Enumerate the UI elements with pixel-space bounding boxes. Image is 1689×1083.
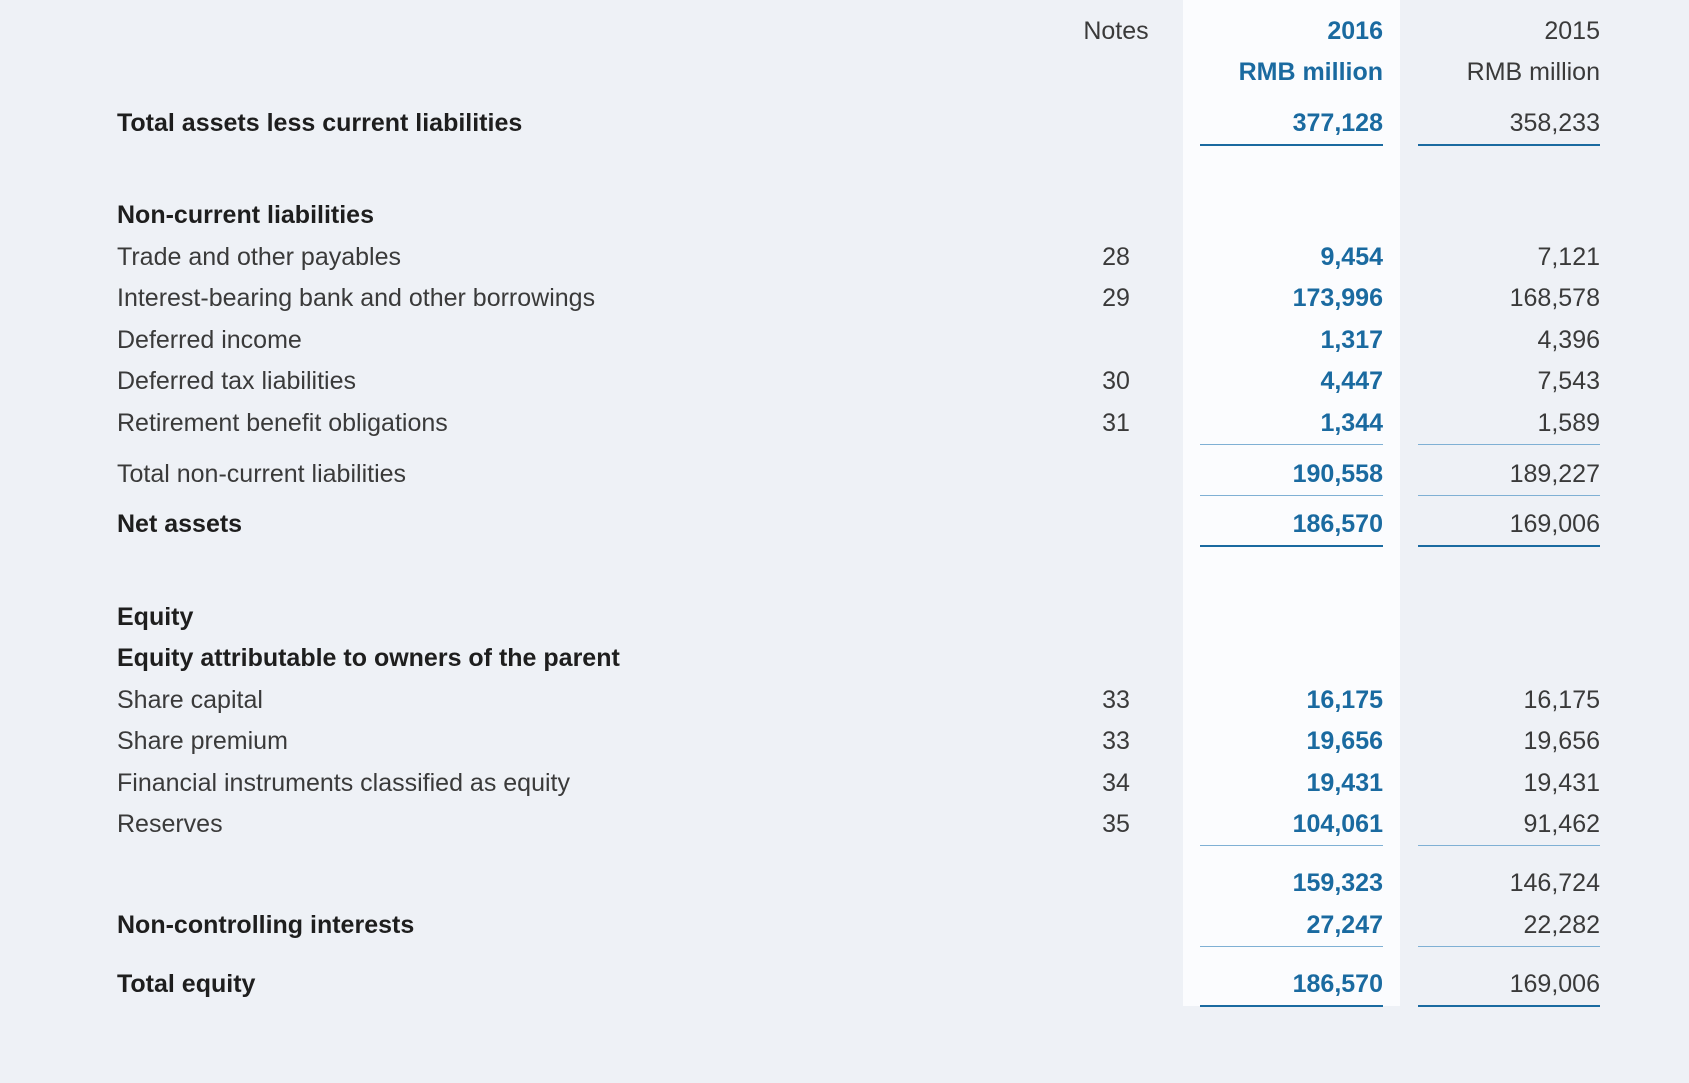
value-prior: 146,724	[1509, 869, 1600, 897]
note-ref: 35	[1102, 810, 1130, 838]
rule	[1418, 946, 1600, 947]
note-ref: 34	[1102, 769, 1130, 797]
value-current: 19,656	[1306, 727, 1383, 755]
row-label: Total non-current liabilities	[117, 460, 407, 488]
value-current: 159,323	[1292, 869, 1383, 897]
year-prior: 2015	[1544, 17, 1600, 45]
value-prior: 168,578	[1509, 284, 1600, 312]
value-current: 9,454	[1320, 243, 1383, 271]
value-current: 186,570	[1292, 970, 1383, 998]
value-current: 186,570	[1292, 510, 1383, 538]
row-label: Reserves	[117, 810, 223, 838]
note-ref: 33	[1102, 727, 1130, 755]
value-prior: 22,282	[1523, 911, 1600, 939]
row-label: Non-current liabilities	[117, 201, 374, 229]
row-label: Equity attributable to owners of the par…	[117, 644, 620, 672]
rule	[1200, 545, 1383, 547]
rule	[1200, 495, 1383, 496]
value-prior: 19,431	[1523, 769, 1600, 797]
row-label: Equity	[117, 603, 194, 631]
value-current: 190,558	[1292, 460, 1383, 488]
value-prior: 189,227	[1509, 460, 1600, 488]
value-prior: 1,589	[1537, 409, 1600, 437]
notes-header: Notes	[1083, 17, 1149, 45]
value-current: 27,247	[1306, 911, 1383, 939]
row-label: Financial instruments classified as equi…	[117, 769, 570, 797]
rule	[1418, 1005, 1600, 1007]
rule	[1200, 845, 1383, 846]
rule	[1418, 845, 1600, 846]
row-label: Deferred income	[117, 326, 302, 354]
row-label: Non-controlling interests	[117, 911, 415, 939]
rule	[1418, 444, 1600, 445]
unit-current: RMB million	[1238, 58, 1383, 86]
row-label: Total equity	[117, 970, 256, 998]
value-prior: 7,121	[1537, 243, 1600, 271]
value-prior: 358,233	[1509, 109, 1600, 137]
note-ref: 33	[1102, 686, 1130, 714]
rule	[1200, 444, 1383, 445]
value-current: 16,175	[1306, 686, 1383, 714]
value-prior: 169,006	[1509, 510, 1600, 538]
value-current: 19,431	[1306, 769, 1383, 797]
value-prior: 7,543	[1537, 367, 1600, 395]
value-current: 377,128	[1292, 109, 1383, 137]
rule	[1418, 144, 1600, 146]
note-ref: 29	[1102, 284, 1130, 312]
rule	[1200, 144, 1383, 146]
note-ref: 30	[1102, 367, 1130, 395]
value-current: 104,061	[1292, 810, 1383, 838]
note-ref: 31	[1102, 409, 1130, 437]
row-label: Share capital	[117, 686, 263, 714]
rule	[1418, 495, 1600, 496]
rule	[1200, 946, 1383, 947]
rule	[1200, 1005, 1383, 1007]
unit-prior: RMB million	[1466, 58, 1600, 86]
row-label: Share premium	[117, 727, 288, 755]
value-prior: 16,175	[1523, 686, 1600, 714]
value-current: 1,344	[1320, 409, 1383, 437]
row-label: Net assets	[117, 510, 243, 538]
row-label: Deferred tax liabilities	[117, 367, 356, 395]
year-current: 2016	[1327, 17, 1383, 45]
value-current: 1,317	[1320, 326, 1383, 354]
row-label: Total assets less current liabilities	[117, 109, 523, 137]
value-prior: 91,462	[1523, 810, 1600, 838]
current-year-column	[1183, 0, 1400, 1006]
value-current: 4,447	[1320, 367, 1383, 395]
value-current: 173,996	[1292, 284, 1383, 312]
row-label: Interest-bearing bank and other borrowin…	[117, 284, 596, 312]
value-prior: 169,006	[1509, 970, 1600, 998]
note-ref: 28	[1102, 243, 1130, 271]
value-prior: 19,656	[1523, 727, 1600, 755]
rule	[1418, 545, 1600, 547]
row-label: Retirement benefit obligations	[117, 409, 448, 437]
value-prior: 4,396	[1537, 326, 1600, 354]
row-label: Trade and other payables	[117, 243, 401, 271]
